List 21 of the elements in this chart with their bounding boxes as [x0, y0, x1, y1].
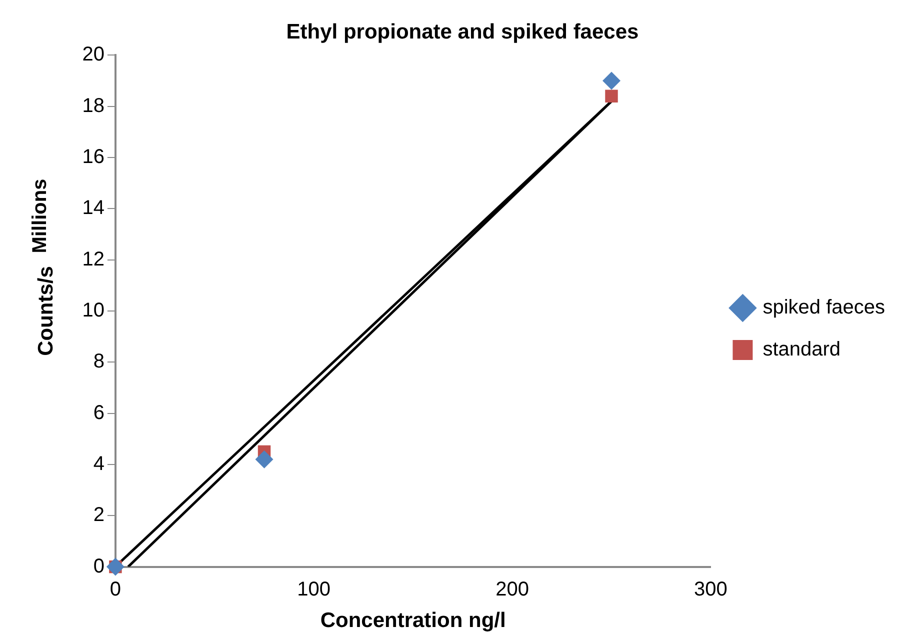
- y-tick-label: 14: [82, 197, 104, 220]
- x-axis-title: Concentration ng/l: [320, 609, 506, 632]
- y-tick-label: 2: [93, 504, 104, 526]
- y-tick-label: 20: [82, 44, 104, 66]
- y-tick-label: 18: [82, 94, 104, 117]
- x-tick-label: 300: [694, 578, 728, 600]
- y-tick-label: 12: [82, 248, 104, 270]
- chart-title: Ethyl propionate and spiked faeces: [286, 20, 639, 44]
- x-tick-label: 100: [297, 578, 331, 600]
- y-tick-label: 0: [93, 555, 104, 578]
- text: Millions: [28, 178, 51, 254]
- y-tick-label: 16: [82, 146, 104, 168]
- y-tick-label: 10: [82, 300, 104, 322]
- y-tick-label: 8: [93, 350, 104, 373]
- legend-label: spiked faeces: [762, 296, 885, 319]
- x-tick-label: 0: [110, 578, 122, 600]
- x-tick-label: 200: [496, 578, 529, 600]
- y-axis-title: Counts/s: [34, 266, 58, 356]
- y-tick-label: 4: [93, 452, 104, 475]
- legend-label: standard: [762, 338, 841, 361]
- y-tick-label: 6: [93, 402, 104, 424]
